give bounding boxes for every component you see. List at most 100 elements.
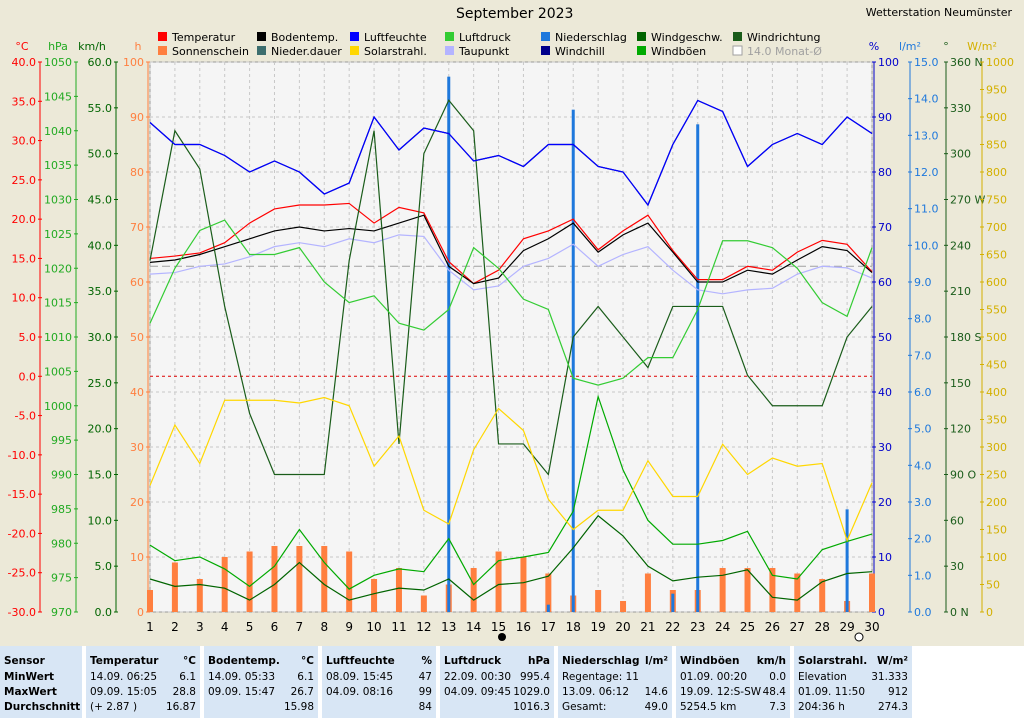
legend-swatch (732, 45, 743, 56)
table-cell-value: 995.4 (519, 671, 550, 683)
axis-label-direction: 180 S (950, 331, 981, 344)
axis-label-rain: 1.0 (914, 569, 932, 582)
axis-label-sun: 80 (130, 166, 144, 179)
axis-label-pressure: 1035 (44, 159, 72, 172)
axis-label-sun: 0 (137, 606, 144, 619)
table-cell-label: Elevation (798, 671, 847, 683)
x-tick-label: 10 (366, 620, 381, 634)
bar-sonnenschein (644, 573, 651, 612)
axis-label-rain: 13.0 (914, 129, 939, 142)
axis-label-direction: 120 (950, 423, 971, 436)
axis-label-pressure: 1015 (44, 297, 72, 310)
x-tick-label: 12 (416, 620, 431, 634)
table-header: Temperatur °C (90, 655, 196, 667)
axis-label-solar: 50 (986, 579, 1000, 592)
table-cell-value: 14.6 (644, 686, 668, 698)
axis-label-direction: 30 (950, 560, 964, 573)
table-cell-value: 7.3 (769, 701, 786, 713)
bar-sonnenschein (395, 568, 402, 612)
axis-label-temp: 15.0 (12, 252, 37, 265)
table-column: Niederschlag l/m² Regentage: 11 13.09. 06:1… (558, 646, 672, 718)
axis-label-pressure: 1030 (44, 194, 72, 207)
axis-label-pressure: 970 (51, 606, 72, 619)
axis-label-rain: 7.0 (914, 349, 932, 362)
table-cell-value: 47 (418, 671, 432, 683)
bar-sonnenschein (420, 595, 427, 612)
axis-label-temp: 10.0 (12, 292, 37, 305)
axis-label-rain: 2.0 (914, 533, 932, 546)
x-tick-label: 2 (171, 620, 179, 634)
bar-sonnenschein (271, 546, 278, 612)
x-tick-label: 4 (221, 620, 229, 634)
table-cell: 1016.3 (444, 700, 550, 714)
x-tick-label: 13 (441, 620, 456, 634)
axis-label-solar: 900 (986, 111, 1007, 124)
axis-label-pressure: 995 (51, 434, 72, 447)
table-header: Luftfeuchte% (326, 655, 432, 667)
x-tick-label: 22 (665, 620, 680, 634)
table-cell-value: 31.333 (871, 671, 908, 683)
x-tick-label: 25 (740, 620, 755, 634)
legend-swatch (257, 32, 266, 41)
axis-label-humidity: 0 (878, 606, 885, 619)
table-cell-label: 04.09. 08:16 (326, 686, 393, 698)
table-column: Windböen km/h 01.09. 00:20 0.0 19.09. 12:S-S… (676, 646, 790, 718)
axis-label-direction: 210 (950, 285, 971, 298)
bar-niederschlag (671, 593, 675, 612)
x-tick-label: 14 (466, 620, 481, 634)
axis-label-rain: 0.0 (914, 606, 932, 619)
axis-label-solar: 1000 (986, 56, 1014, 69)
x-tick-label: 8 (320, 620, 328, 634)
axis-label-rain: 14.0 (914, 93, 939, 106)
axis-label-direction: 60 (950, 514, 964, 527)
bar-sonnenschein (719, 568, 726, 612)
table-cell-label: 14.09. 05:33 (208, 671, 275, 683)
axis-label-rain: 15.0 (914, 56, 939, 69)
x-tick-label: 11 (391, 620, 406, 634)
bar-sonnenschein (246, 551, 253, 612)
legend-label: Bodentemp. (271, 31, 338, 44)
table-cell: (+ 2.87 ) 16.87 (90, 700, 196, 714)
table-header: Bodentemp. °C (208, 655, 314, 667)
legend-label: Nieder.dauer (271, 45, 342, 58)
x-tick-label: 15 (491, 620, 506, 634)
table-cell-label: 22.09. 00:30 (444, 671, 511, 683)
axis-unit-rain: l/m² (899, 40, 921, 53)
axis-label-pressure: 1040 (44, 125, 72, 138)
bar-sonnenschein (321, 546, 328, 612)
axis-label-solar: 850 (986, 139, 1007, 152)
axis-label-pressure: 1050 (44, 56, 72, 69)
x-tick-label: 24 (715, 620, 730, 634)
axis-label-temp: -15.0 (8, 488, 36, 501)
axis-label-pressure: 985 (51, 503, 72, 516)
axis-label-sun: 10 (130, 551, 144, 564)
table-cell: 14.09. 06:25 6.1 (90, 670, 196, 684)
axis-label-rain: 5.0 (914, 423, 932, 436)
legend-swatch (541, 46, 550, 55)
bar-sonnenschein (620, 601, 627, 612)
legend-swatch (257, 46, 266, 55)
bar-sonnenschein (221, 557, 228, 612)
x-tick-label: 16 (516, 620, 531, 634)
table-column: Luftfeuchte% 08.09. 15:45 47 04.09. 08:16 99… (322, 646, 436, 718)
x-tick-label: 30 (864, 620, 879, 634)
axis-label-solar: 800 (986, 166, 1007, 179)
table-cell: 22.09. 00:30 995.4 (444, 670, 550, 684)
axis-label-solar: 700 (986, 221, 1007, 234)
axis-label-solar: 250 (986, 469, 1007, 482)
axis-unit-humidity: % (869, 40, 879, 53)
legend-label: Luftdruck (459, 31, 511, 44)
table-cell-label: Regentage: 11 (562, 671, 639, 683)
legend-swatch (637, 32, 646, 41)
table-header: Windböen km/h (680, 655, 786, 667)
axis-label-rain: 6.0 (914, 386, 932, 399)
axis-unit-direction: ° (943, 40, 949, 53)
axis-label-rain: 4.0 (914, 459, 932, 472)
axis-label-humidity: 70 (878, 221, 892, 234)
table-cell: MaxWert (4, 686, 57, 698)
bar-sonnenschein (794, 573, 801, 612)
x-tick-label: 1 (146, 620, 154, 634)
axis-label-temp: 20.0 (12, 213, 37, 226)
table-cell-label: 04.09. 09:45 (444, 686, 511, 698)
table-cell-label: 01.09. 00:20 (680, 671, 747, 683)
